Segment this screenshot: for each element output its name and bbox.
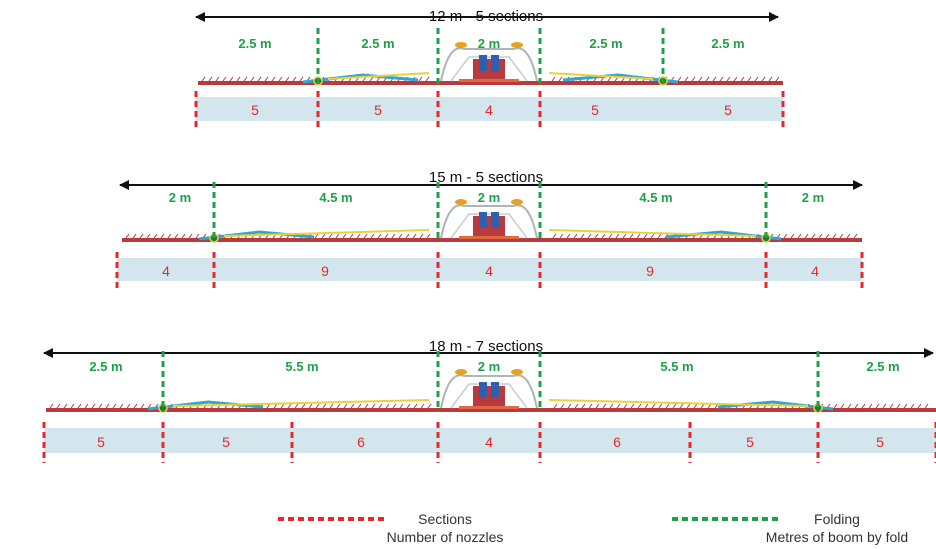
legend-folding-label: Folding <box>814 511 860 527</box>
sprayer-boom-illustration <box>122 199 862 243</box>
nozzle-count: 4 <box>485 102 493 118</box>
legend-metres-label: Metres of boom by fold <box>766 529 908 545</box>
nozzle-count: 4 <box>811 263 819 279</box>
nozzle-count: 5 <box>251 102 259 118</box>
nozzle-strip <box>117 258 862 281</box>
nozzle-count: 5 <box>746 434 754 450</box>
nozzle-count: 9 <box>321 263 329 279</box>
fold-length-label: 5.5 m <box>285 359 318 374</box>
nozzle-count: 6 <box>613 434 621 450</box>
legend: Sections Number of nozzles Folding Metre… <box>278 511 908 545</box>
fold-length-label: 2 m <box>478 359 500 374</box>
nozzle-count: 4 <box>485 263 493 279</box>
fold-length-label: 2 m <box>169 190 191 205</box>
legend-nozzles-label: Number of nozzles <box>387 529 504 545</box>
nozzle-count: 6 <box>357 434 365 450</box>
nozzle-count: 4 <box>162 263 170 279</box>
fold-length-label: 2.5 m <box>711 36 744 51</box>
boom-title: 18 m - 7 sections <box>429 338 543 355</box>
boom-row-1: 12 m - 5 sections 2.5 m 2.5 m 2 m 2.5 m 2.5 m… <box>194 8 785 131</box>
sprayer-boom-illustration <box>46 369 936 413</box>
nozzle-count: 5 <box>876 434 884 450</box>
nozzle-strip <box>196 97 783 121</box>
boom-title: 15 m - 5 sections <box>429 169 543 186</box>
nozzle-count: 5 <box>222 434 230 450</box>
fold-length-label: 4.5 m <box>639 190 672 205</box>
nozzle-count: 5 <box>374 102 382 118</box>
fold-length-label: 2 m <box>478 190 500 205</box>
fold-length-label: 4.5 m <box>319 190 352 205</box>
boom-row-3: 18 m - 7 sections 2.5 m 5.5 m 2 m 5.5 m 2.5 m… <box>42 338 936 463</box>
fold-length-label: 2 m <box>802 190 824 205</box>
boom-title: 12 m - 5 sections <box>429 8 543 25</box>
boom-row-2: 15 m - 5 sections 2 m 4.5 m 2 m 4.5 m 2 m 4 9 4 9… <box>115 169 864 291</box>
legend-sections-label: Sections <box>418 511 472 527</box>
fold-length-label: 2.5 m <box>589 36 622 51</box>
fold-length-label: 2 m <box>478 36 500 51</box>
nozzle-strip <box>44 428 936 453</box>
nozzle-count: 5 <box>97 434 105 450</box>
nozzle-count: 4 <box>485 434 493 450</box>
fold-length-label: 2.5 m <box>238 36 271 51</box>
nozzle-count: 5 <box>724 102 732 118</box>
fold-length-label: 2.5 m <box>866 359 899 374</box>
fold-length-label: 2.5 m <box>89 359 122 374</box>
nozzle-count: 9 <box>646 263 654 279</box>
nozzle-count: 5 <box>591 102 599 118</box>
fold-length-label: 2.5 m <box>361 36 394 51</box>
fold-length-label: 5.5 m <box>660 359 693 374</box>
